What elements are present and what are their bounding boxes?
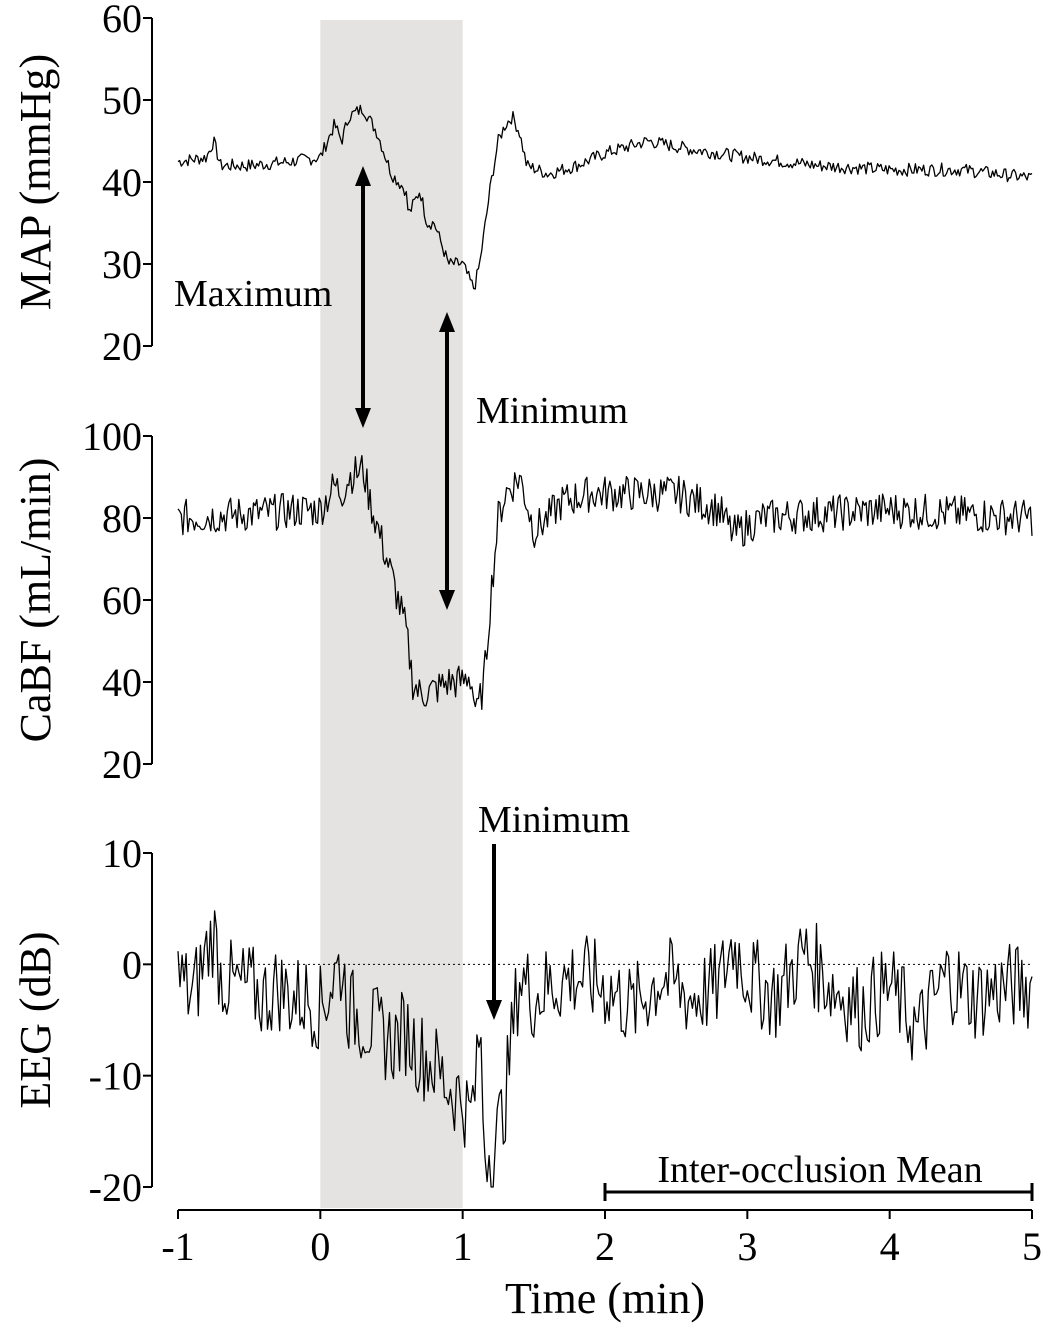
y-tick-label: 30 [102,242,142,287]
y-tick-label: 50 [102,78,142,123]
y-tick-label: 60 [102,578,142,623]
occlusion-shaded-region [320,20,463,1208]
x-axis-title: Time (min) [505,1274,705,1323]
x-tick-label: 4 [880,1224,900,1269]
x-tick-label: 2 [595,1224,615,1269]
y-tick-label: 40 [102,660,142,705]
eeg-trace [177,910,1033,1188]
x-tick-label: -1 [161,1224,194,1269]
y-tick-label: -10 [89,1054,142,1099]
y-tick-label: 20 [102,324,142,369]
maximum-double-arrow [355,166,371,428]
maximum-annotation: Maximum [174,273,332,315]
y-tick-label: 10 [102,831,142,876]
y-tick-label: 40 [102,160,142,205]
cabf-trace [177,454,1033,710]
y-tick-label: 20 [102,742,142,787]
map-trace [177,104,1033,290]
y-tick-label: 60 [102,0,142,41]
x-tick-label: 0 [310,1224,330,1269]
y-tick-label: 80 [102,496,142,541]
inter-occlusion-bracket [603,1183,1034,1201]
y-tick-label: 0 [122,942,142,987]
x-tick-label: 1 [453,1224,473,1269]
y-tick-label: -20 [89,1165,142,1210]
minimum-double-arrow [439,312,455,610]
eeg-axis-title: EEG (dB) [11,931,60,1108]
map-axis-title: MAP (mmHg) [11,54,60,310]
cabf-axis-title: CaBF (mL/min) [11,458,60,743]
inter-occlusion-mean-annotation: Inter-occlusion Mean [657,1149,982,1191]
x-tick-label: 3 [737,1224,757,1269]
eeg-minimum-annotation: Minimum [478,799,630,841]
x-tick-label: 5 [1022,1224,1042,1269]
y-tick-label: 100 [82,414,142,459]
cabf-minimum-annotation: Minimum [476,390,628,432]
eeg-minimum-arrow [486,844,502,1020]
